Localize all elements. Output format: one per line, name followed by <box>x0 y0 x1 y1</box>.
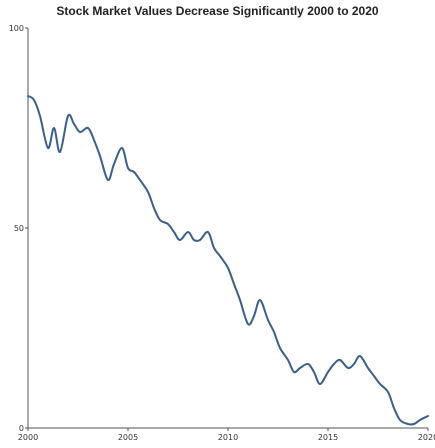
data-point <box>393 407 396 410</box>
data-point <box>399 419 402 422</box>
data-point <box>319 383 322 386</box>
data-point <box>39 115 42 118</box>
data-point <box>59 151 62 154</box>
y-tick-label: 50 <box>14 224 24 233</box>
data-point <box>153 207 156 210</box>
data-point <box>227 267 230 270</box>
data-point <box>347 367 350 370</box>
data-point <box>413 423 416 426</box>
y-tick-label: 100 <box>9 24 24 33</box>
data-point <box>133 171 136 174</box>
data-point <box>387 391 390 394</box>
x-tick-label: 2005 <box>118 433 138 442</box>
data-point <box>427 415 430 418</box>
data-point <box>33 99 36 102</box>
data-point <box>99 155 102 158</box>
data-point <box>367 367 370 370</box>
data-point <box>339 359 342 362</box>
data-point <box>379 383 382 386</box>
data-point <box>279 347 282 350</box>
data-point <box>199 239 202 242</box>
x-tick-label: 2000 <box>18 433 38 442</box>
data-point <box>173 231 176 234</box>
series-line-0 <box>27 95 429 426</box>
data-point <box>121 147 124 150</box>
data-point <box>287 359 290 362</box>
data-point <box>193 239 196 242</box>
data-point <box>267 319 270 322</box>
data-point <box>87 127 90 130</box>
x-tick-label: 2010 <box>218 433 238 442</box>
data-point <box>259 299 262 302</box>
data-point <box>79 131 82 134</box>
data-point <box>187 231 190 234</box>
data-point <box>247 323 250 326</box>
x-tick-label: 2020 <box>418 433 435 442</box>
data-point <box>147 191 150 194</box>
data-point <box>253 315 256 318</box>
data-point <box>167 223 170 226</box>
data-point <box>127 167 130 170</box>
data-point <box>213 247 216 250</box>
data-point <box>293 371 296 374</box>
data-point <box>353 363 356 366</box>
data-point <box>313 371 316 374</box>
data-point <box>239 299 242 302</box>
data-point <box>207 231 210 234</box>
data-point <box>407 423 410 426</box>
data-point <box>233 283 236 286</box>
series-group <box>27 95 430 426</box>
y-tick-label: 0 <box>19 424 24 433</box>
data-point <box>333 363 336 366</box>
data-point <box>139 179 142 182</box>
chart-title: Stock Market Values Decrease Significant… <box>56 4 379 18</box>
data-point <box>419 419 422 422</box>
data-point <box>219 255 222 258</box>
data-point <box>359 355 362 358</box>
data-point <box>373 375 376 378</box>
data-point <box>299 367 302 370</box>
data-point <box>179 239 182 242</box>
data-point <box>53 127 56 130</box>
axes: 0 50 100 2000 2005 2010 2015 2020 <box>9 24 435 442</box>
data-point <box>113 163 116 166</box>
data-point <box>27 95 30 98</box>
data-point <box>327 371 330 374</box>
data-point <box>73 123 76 126</box>
data-point <box>47 147 50 150</box>
data-point <box>107 179 110 182</box>
x-tick-label: 2015 <box>318 433 338 442</box>
data-point <box>93 139 96 142</box>
data-point <box>159 219 162 222</box>
data-point <box>67 115 70 118</box>
data-point <box>307 363 310 366</box>
data-point <box>273 331 276 334</box>
